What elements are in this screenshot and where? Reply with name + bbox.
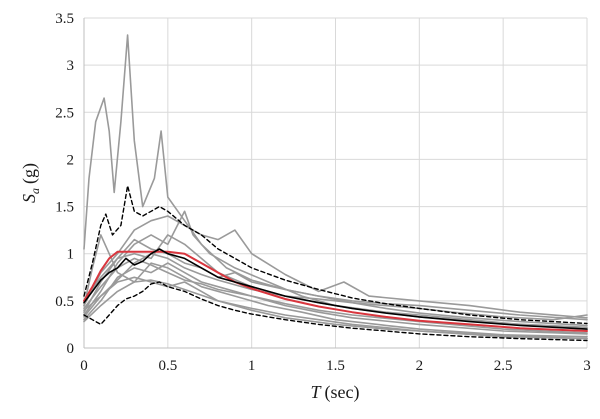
series-line-individual [83, 279, 588, 340]
axes [83, 18, 587, 349]
series-line-target [83, 250, 588, 332]
y-tick-label: 2.5 [55, 105, 74, 121]
series-line-lower-bound [83, 281, 588, 342]
x-tick-label: 0 [80, 358, 88, 374]
y-axis-symbol: S [19, 194, 39, 203]
x-axis-title: T (sec) [311, 382, 360, 403]
series-line-individual [83, 34, 588, 327]
series-lines [83, 34, 588, 342]
y-axis-unit: (g) [19, 163, 40, 184]
x-tick-label: 0.5 [158, 358, 177, 374]
y-tick-label: 1.5 [55, 200, 74, 216]
y-tick-label: 0.5 [55, 294, 74, 310]
series-line-individual [83, 210, 588, 330]
series-line-individual [83, 257, 588, 334]
x-axis-unit: (sec) [325, 382, 360, 403]
y-axis-subscript: a [28, 188, 42, 194]
series-line-upper-bound [83, 185, 588, 325]
x-tick-label: 2.5 [494, 358, 513, 374]
y-tick-label: 2 [67, 152, 75, 168]
series-line-mean [83, 248, 588, 330]
y-axis-title: Sa (g) [19, 163, 42, 203]
y-tick-label: 3.5 [55, 11, 74, 27]
y-tick-labels: 0 0.5 1 1.5 2 2.5 3 3.5 [55, 11, 74, 357]
series-line-individual [83, 276, 588, 340]
x-tick-label: 1.5 [326, 358, 345, 374]
x-tick-label: 1 [248, 358, 256, 374]
x-tick-label: 2 [416, 358, 424, 374]
series-line-individual [83, 215, 588, 319]
y-tick-label: 0 [67, 341, 75, 357]
x-tick-label: 3 [583, 358, 591, 374]
y-tick-label: 3 [67, 58, 75, 74]
y-tick-label: 1 [67, 247, 75, 263]
x-tick-labels: 0 0.5 1 1.5 2 2.5 3 [80, 358, 591, 374]
series-line-individual [83, 238, 588, 321]
x-axis-symbol: T [311, 382, 323, 402]
